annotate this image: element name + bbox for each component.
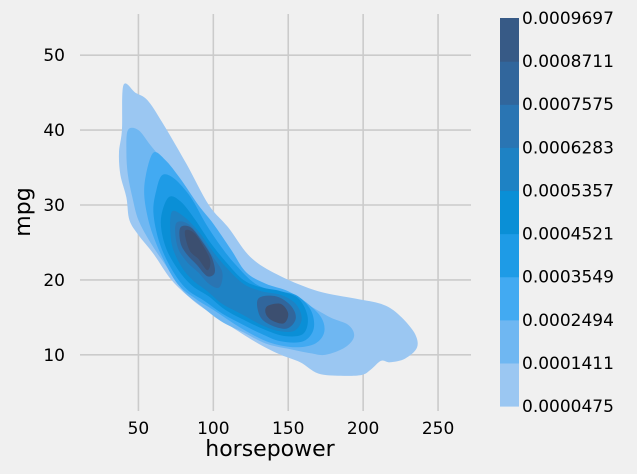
colorbar-tick-label: 0.0007575 [522,95,614,115]
colorbar-segment [500,362,519,407]
kde-contour-level-9 [265,303,289,324]
colorbar-tick-label: 0.0008711 [522,52,614,72]
colorbar-segment [500,147,519,192]
colorbar-tick-label: 0.0005357 [522,181,614,201]
colorbar-tick-label: 0.0001411 [522,354,614,374]
colorbar-tick-label: 0.0003549 [522,268,614,288]
x-tick-label: 250 [422,419,454,439]
colorbar-segment [500,18,519,62]
y-tick-label: 30 [43,196,65,216]
kde-contour-level-10 [184,229,211,271]
y-tick-label: 50 [43,46,65,66]
x-tick-label: 50 [128,419,150,439]
colorbar-segment [500,61,519,105]
colorbar-tick-label: 0.0002494 [522,311,614,331]
colorbar: 0.0000475 0.0001411 0.0002494 0.0003549 0.00… [500,9,614,417]
colorbar-tick-label: 0.0009697 [522,9,614,29]
colorbar-tick-label: 0.0000475 [522,397,614,417]
x-tick-label: 100 [197,419,229,439]
contour-layer [118,83,418,376]
kde-contour-level-0 [118,83,418,376]
tick-layer: 50 100 150 200 250 10 20 30 40 50 [43,46,454,439]
colorbar-segment [500,233,519,278]
colorbar-segment [500,276,519,321]
x-tick-label: 200 [347,419,379,439]
y-axis-label: mpg [11,187,36,236]
x-axis-label: horsepower [205,437,335,462]
colorbar-segment [500,190,519,235]
x-tick-label: 150 [272,419,304,439]
y-tick-label: 40 [43,121,65,141]
colorbar-segment [500,319,519,364]
y-tick-label: 20 [43,271,65,291]
y-tick-label: 10 [43,346,65,366]
colorbar-segment [500,104,519,148]
colorbar-tick-label: 0.0006283 [522,138,614,158]
colorbar-tick-label: 0.0004521 [522,225,614,245]
